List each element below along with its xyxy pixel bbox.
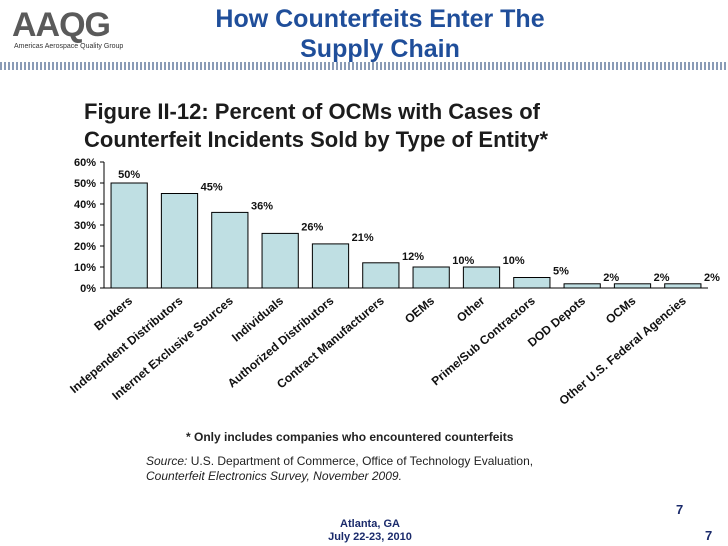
bar-5 xyxy=(311,243,350,289)
y-tick-label: 40% xyxy=(74,199,96,211)
data-label: 10% xyxy=(503,255,525,267)
data-label: 12% xyxy=(402,251,424,263)
category-label: Other xyxy=(454,293,488,325)
bar-10 xyxy=(563,283,601,289)
category-label: Brokers xyxy=(91,293,135,333)
y-tick-label: 0% xyxy=(80,283,96,295)
bar-2 xyxy=(160,193,199,289)
bar-6 xyxy=(362,262,400,289)
slide-title: How Counterfeits Enter The Supply Chain xyxy=(180,4,580,64)
logo-tagline: Americas Aerospace Quality Group xyxy=(14,43,124,50)
data-label: 21% xyxy=(352,232,374,244)
category-label: OEMs xyxy=(402,293,437,326)
bar-3 xyxy=(211,211,249,289)
y-tick-label: 10% xyxy=(74,262,96,274)
bar-8 xyxy=(462,266,501,289)
y-tick-label: 30% xyxy=(74,220,96,232)
y-tick-label: 50% xyxy=(74,178,96,190)
source-line2: Counterfeit Electronics Survey, November… xyxy=(146,469,402,483)
data-label: 45% xyxy=(201,182,223,194)
page-number-upper: 7 xyxy=(676,502,684,517)
category-label: OCMs xyxy=(603,293,639,326)
figure-title-line2: Counterfeit Incidents Sold by Type of En… xyxy=(84,127,549,152)
slide-title-line1: How Counterfeits Enter The xyxy=(215,5,545,33)
logo-mark: AAQG xyxy=(12,6,111,44)
bar-7 xyxy=(412,266,450,289)
figure-title: Figure II-12: Percent of OCMs with Cases… xyxy=(84,98,704,154)
footer-city: Atlanta, GA xyxy=(340,518,400,530)
source-label: Source: xyxy=(146,454,188,468)
source-note: Source: U.S. Department of Commerce, Off… xyxy=(146,454,533,484)
data-label: 10% xyxy=(452,255,474,267)
footnote: * Only includes companies who encountere… xyxy=(186,430,514,444)
data-label: 50% xyxy=(118,169,140,181)
data-label: 36% xyxy=(251,200,273,212)
bar-9 xyxy=(513,277,551,289)
y-tick-label: 60% xyxy=(74,157,96,169)
y-tick-label: 20% xyxy=(74,241,96,253)
data-label: 2% xyxy=(603,272,619,284)
header-divider xyxy=(0,62,728,70)
bar-1 xyxy=(110,182,148,289)
data-label: 26% xyxy=(301,221,323,233)
bar-chart: 0%10%20%30%40%50%60%50%Brokers45%Indepen… xyxy=(67,157,720,408)
bar-11 xyxy=(613,283,652,289)
page-number-lower: 7 xyxy=(705,528,713,543)
slide-title-line2: Supply Chain xyxy=(300,35,460,63)
data-label: 5% xyxy=(553,266,569,278)
source-line1: U.S. Department of Commerce, Office of T… xyxy=(187,454,534,468)
aaqg-logo: AAQG Americas Aerospace Quality Group xyxy=(6,6,176,56)
data-label: 2% xyxy=(704,272,720,284)
data-label: 2% xyxy=(654,272,670,284)
figure-title-line1: Figure II-12: Percent of OCMs with Cases… xyxy=(84,99,540,124)
footer-date: July 22-23, 2010 xyxy=(328,531,412,543)
bar-4 xyxy=(261,232,299,289)
bar-12 xyxy=(664,283,702,289)
